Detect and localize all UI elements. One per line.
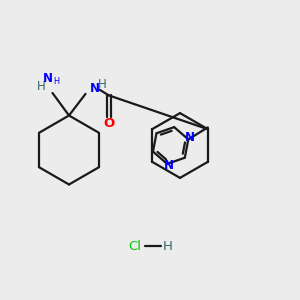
Text: O: O <box>103 117 115 130</box>
Text: H: H <box>163 239 173 253</box>
Text: H: H <box>98 78 106 92</box>
Text: N: N <box>164 159 174 172</box>
Text: N: N <box>185 131 195 144</box>
Text: H: H <box>37 80 46 93</box>
Text: N: N <box>89 82 100 95</box>
Text: Cl: Cl <box>128 239 142 253</box>
Text: H: H <box>53 77 59 86</box>
Text: N: N <box>43 72 53 85</box>
